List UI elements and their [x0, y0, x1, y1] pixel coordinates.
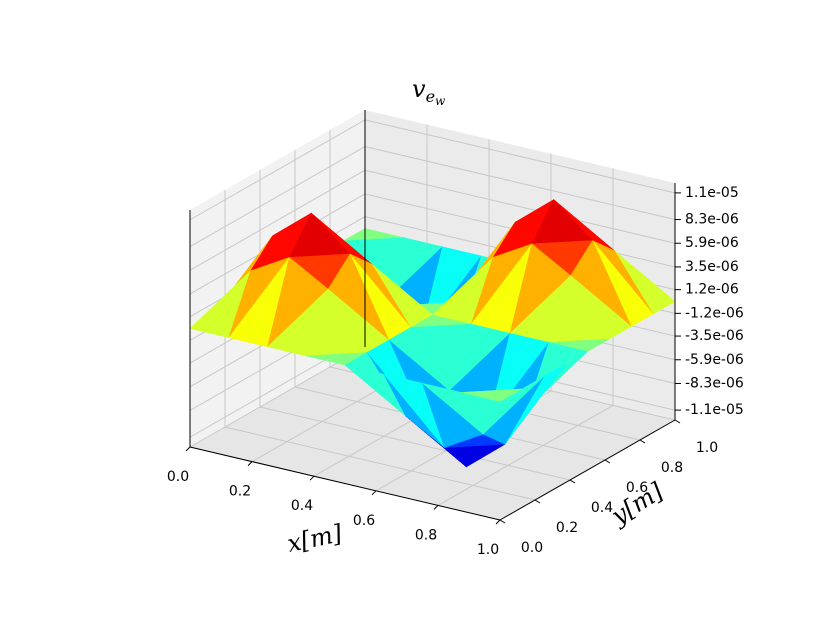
x-tick-label: 0.4	[291, 498, 313, 514]
title-subscript: e	[426, 87, 435, 106]
tick-mark	[674, 419, 681, 424]
tick-mark	[371, 490, 377, 496]
tick-mark	[309, 475, 315, 481]
axis-line	[189, 446, 501, 521]
grid-line	[189, 146, 366, 247]
tick-mark	[433, 505, 439, 510]
tick-mark	[639, 439, 646, 444]
x-tick-label: 0.2	[229, 484, 251, 500]
surface-facet	[461, 388, 523, 402]
grid-line	[364, 119, 676, 194]
y-tick-label: 0.8	[661, 460, 683, 476]
z-tick-label: -3.5e-06	[685, 328, 744, 344]
tick-mark	[569, 479, 576, 484]
z-tick-label: 8.3e-06	[685, 212, 739, 228]
y-tick-label: 0.0	[521, 540, 543, 556]
chart-title: vew	[412, 75, 446, 108]
x-tick-label: 0.0	[167, 469, 189, 485]
grid-line	[189, 346, 366, 448]
tick-mark	[247, 461, 253, 466]
z-tick-label: 1.1e-05	[685, 185, 739, 201]
grid-line	[437, 404, 614, 506]
title-main: v	[412, 75, 426, 103]
y-tick-label: 1.0	[696, 440, 718, 456]
tick-mark	[185, 446, 191, 452]
z-tick-label: 1.2e-06	[685, 282, 739, 298]
tick-mark	[604, 459, 611, 464]
tick-mark	[534, 499, 541, 504]
x-tick-label: 0.8	[415, 527, 437, 543]
grid-line	[364, 146, 676, 221]
grid-line	[224, 426, 536, 501]
y-tick-label: 0.6	[626, 480, 648, 496]
y-tick-label: 0.2	[556, 520, 578, 536]
y-tick-label: 0.4	[591, 500, 613, 516]
grid-line	[259, 406, 571, 481]
x-tick-label: 0.6	[353, 513, 375, 529]
z-tick-label: 3.5e-06	[685, 259, 739, 275]
z-tick-label: -1.1e-05	[685, 402, 744, 418]
tick-mark	[499, 519, 506, 524]
tick-mark	[495, 519, 501, 525]
x-tick-label: 1.0	[477, 542, 499, 558]
z-tick-label: -1.2e-06	[685, 305, 744, 321]
axis-line	[499, 419, 676, 521]
grid-line	[189, 169, 366, 271]
grid-line	[189, 119, 366, 221]
z-tick-label: -5.9e-06	[685, 352, 744, 368]
z-tick-label: 5.9e-06	[685, 235, 739, 251]
grid-line	[364, 169, 676, 244]
axes: 0.0 0.2 0.4 0.6 0.8 1.0 0.0 0.2 0.4 0.6 0.8 1.0 -1.1…	[167, 110, 744, 558]
z-tick-label: -8.3e-06	[685, 375, 744, 391]
title-subsubscript: w	[435, 94, 446, 108]
